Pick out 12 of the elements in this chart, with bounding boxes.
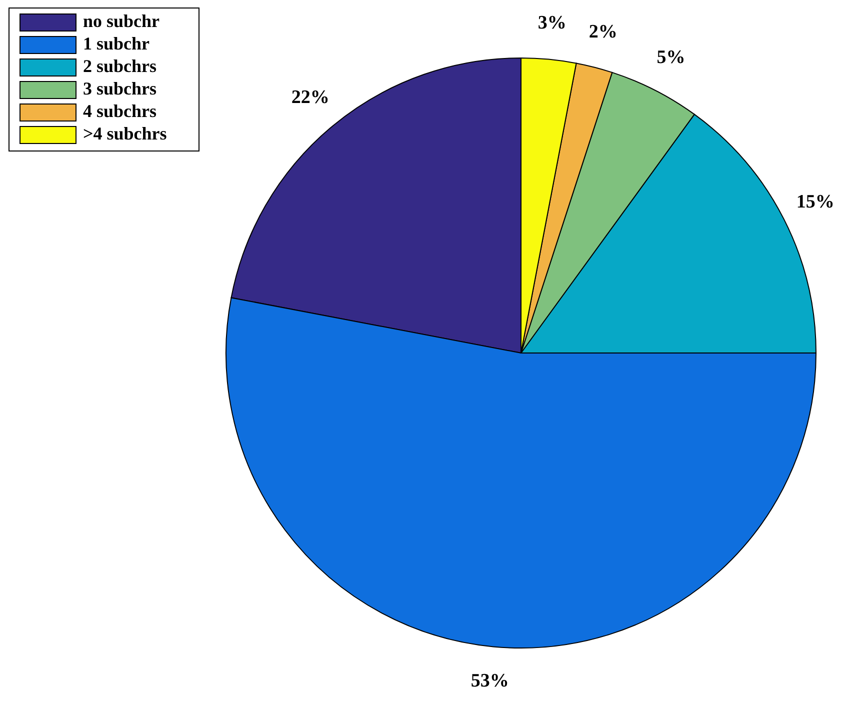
- data-label: 15%: [796, 191, 834, 212]
- legend-label: 3 subchrs: [83, 78, 157, 99]
- data-label: 22%: [291, 86, 330, 108]
- data-label: 53%: [470, 670, 509, 692]
- legend-label: no subchr: [83, 11, 160, 32]
- legend-label: >4 subchrs: [83, 124, 167, 144]
- legend-label: 1 subchr: [83, 34, 150, 54]
- legend-label: 2 subchrs: [83, 56, 157, 76]
- data-label: 2%: [588, 21, 618, 42]
- data-label: 3%: [538, 12, 566, 34]
- data-label: 5%: [656, 46, 686, 68]
- legend-label: 4 subchrs: [83, 101, 157, 122]
